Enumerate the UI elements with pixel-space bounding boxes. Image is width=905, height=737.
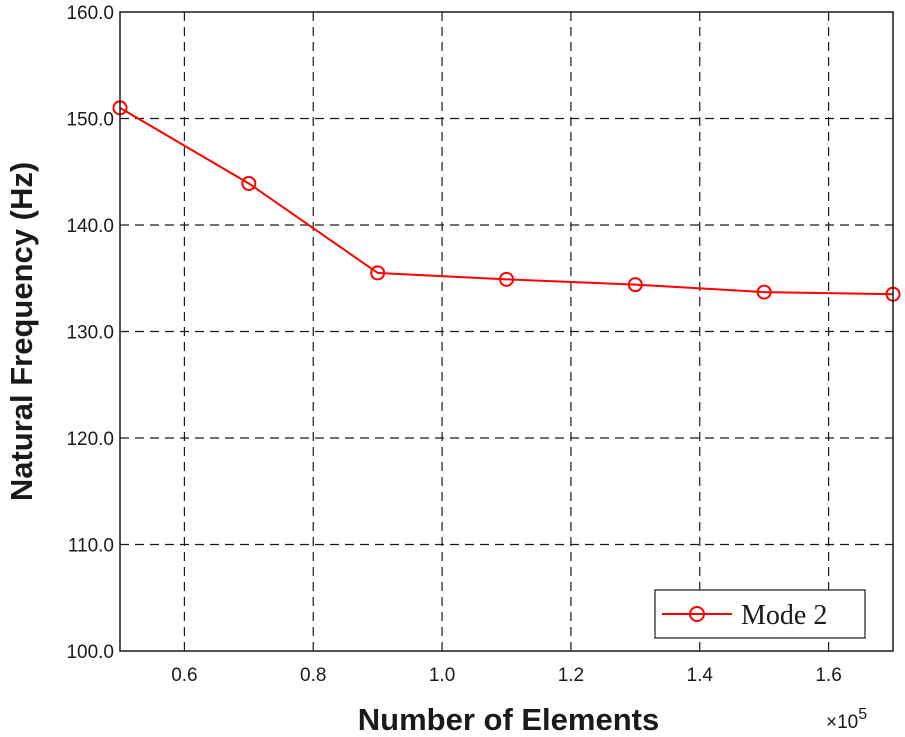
x-tick-labels: 0.6 0.8 1.0 1.2 1.4 1.6 bbox=[171, 665, 842, 686]
y-tick-label: 150.0 bbox=[66, 110, 114, 131]
plot-frame bbox=[119, 11, 894, 652]
x-tick-label: 1.4 bbox=[687, 665, 714, 686]
data-point bbox=[756, 284, 772, 300]
legend-label-mode-2: Mode 2 bbox=[741, 600, 827, 631]
y-axis-label: Natural Frequency (Hz) bbox=[4, 162, 39, 501]
y-tick-label: 130.0 bbox=[66, 323, 114, 344]
data-point bbox=[499, 271, 514, 287]
y-tick-labels: 100.0 110.0 120.0 130.0 140.0 150.0 160.0 bbox=[66, 3, 114, 663]
series-line-mode-2 bbox=[119, 106, 894, 296]
y-tick-label: 120.0 bbox=[66, 429, 114, 450]
x-axis-multiplier-exponent: 5 bbox=[858, 706, 867, 723]
data-point bbox=[241, 175, 257, 191]
data-point bbox=[627, 277, 643, 293]
grid-lines bbox=[120, 12, 893, 651]
y-tick-label: 100.0 bbox=[66, 642, 114, 663]
x-axis-multiplier-base: ×10 bbox=[826, 712, 858, 733]
y-tick-label: 110.0 bbox=[68, 536, 114, 557]
x-tick-label: 1.2 bbox=[558, 665, 584, 686]
legend: Mode 2 bbox=[654, 589, 866, 639]
x-axis-multiplier: ×105 bbox=[826, 706, 867, 733]
x-tick-label: 1.0 bbox=[429, 665, 455, 686]
x-tick-label: 0.6 bbox=[171, 665, 197, 686]
y-tick-label: 160.0 bbox=[66, 3, 114, 24]
legend-marker bbox=[689, 606, 705, 622]
x-tick-label: 0.8 bbox=[300, 665, 326, 686]
x-tick-label: 1.6 bbox=[815, 665, 841, 686]
series-layer bbox=[112, 100, 901, 302]
y-tick-label: 140.0 bbox=[66, 216, 114, 237]
data-point bbox=[370, 265, 386, 281]
x-axis-label: Number of Elements bbox=[358, 702, 659, 737]
